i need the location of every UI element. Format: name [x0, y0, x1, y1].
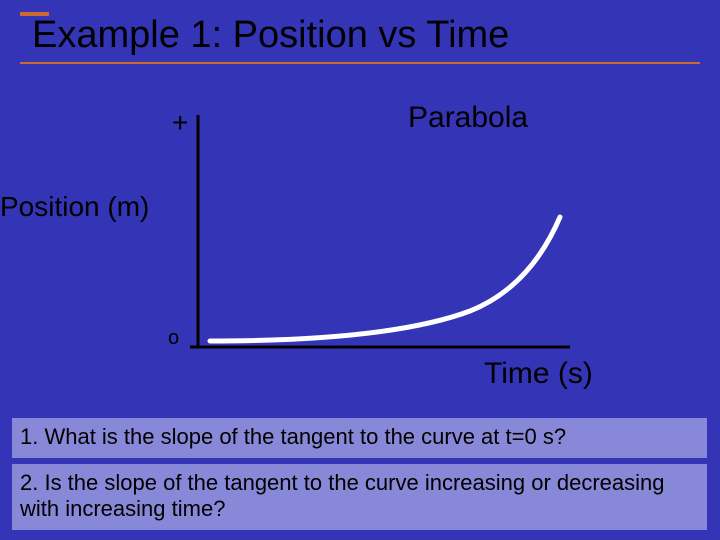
chart-svg	[0, 95, 720, 385]
question-2: 2. Is the slope of the tangent to the cu…	[12, 464, 707, 530]
question-1: 1. What is the slope of the tangent to t…	[12, 418, 707, 458]
title-block: Example 1: Position vs Time	[20, 12, 700, 64]
position-time-chart: + Parabola Position (m) o Time (s)	[0, 95, 720, 385]
page-title: Example 1: Position vs Time	[20, 16, 700, 56]
title-rule-bottom	[20, 62, 700, 64]
parabola-curve	[210, 217, 560, 341]
